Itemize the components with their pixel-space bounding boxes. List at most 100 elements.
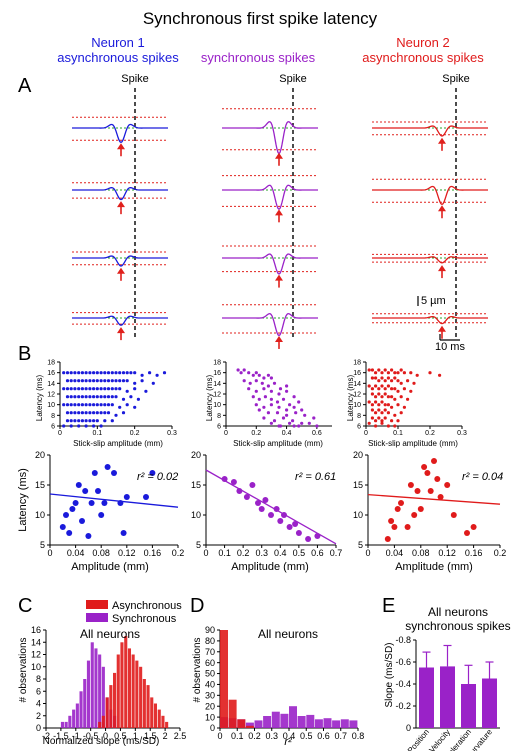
raster-point <box>380 421 384 425</box>
raster-point <box>315 424 319 428</box>
raster-point <box>377 392 381 396</box>
raster-neuron2-xlabel: Stick-slip amplitude (mm) <box>368 439 458 448</box>
raster-point <box>285 413 289 417</box>
y-tick-label: 18 <box>47 359 55 366</box>
raster-point <box>110 371 114 375</box>
scatter-point <box>424 470 431 476</box>
scatter-point <box>230 479 237 485</box>
scatter-point <box>91 470 98 476</box>
raster-point <box>438 373 442 377</box>
raster-point <box>383 379 387 383</box>
histogram-bar <box>60 721 64 728</box>
raster-point <box>370 416 374 420</box>
scatter-point <box>464 530 470 536</box>
y-tick-label: 6 <box>357 423 361 430</box>
y-tick-label: 8 <box>51 413 55 420</box>
x-tick-label: 0.6 <box>311 548 324 558</box>
spike-trace <box>72 315 168 326</box>
raster-point <box>272 419 277 423</box>
raster-point <box>80 419 84 423</box>
raster-point <box>99 411 103 415</box>
y-tick-label: 15 <box>353 480 363 490</box>
x-tick-label: 0 <box>224 430 228 437</box>
raster-point <box>377 368 381 372</box>
histogram-bar <box>131 654 135 728</box>
raster-point <box>266 373 270 377</box>
raster-point <box>390 368 394 372</box>
raster-point <box>269 421 273 425</box>
scatter-point <box>388 518 395 524</box>
raster-point <box>121 371 126 375</box>
histogram-bar <box>75 703 79 728</box>
raster-point <box>242 368 246 372</box>
raster-point <box>254 403 258 407</box>
raster-point <box>374 384 378 388</box>
raster-point <box>393 371 397 375</box>
raster-point <box>106 371 111 375</box>
raster-point <box>399 395 403 399</box>
raster-point <box>88 395 92 399</box>
scatter-point <box>434 476 441 482</box>
raster-point <box>374 400 378 404</box>
y-tick-label: 10 <box>191 510 201 520</box>
scatter-point <box>281 512 287 518</box>
raster-point <box>374 411 378 415</box>
x-tick-label: 0 <box>47 548 52 558</box>
raster-point <box>92 419 96 423</box>
raster-point <box>125 403 129 407</box>
histogram-bar <box>94 648 98 728</box>
scatter-point <box>104 464 111 470</box>
y-tick-label: -0.2 <box>395 701 411 711</box>
raster-point <box>272 381 277 385</box>
x-tick-label: 0.2 <box>494 548 507 558</box>
raster-point <box>292 395 296 399</box>
spike-trace <box>372 185 488 206</box>
y-tick-label: 16 <box>213 370 221 377</box>
raster-point <box>114 379 118 383</box>
x-tick-label: 0.5 <box>293 548 306 558</box>
x-tick-label: 0.16 <box>144 548 162 558</box>
y-tick-label: 16 <box>31 625 41 635</box>
raster-point <box>386 395 390 399</box>
raster-point <box>406 379 410 383</box>
raster-point <box>374 371 378 375</box>
raster-point <box>386 411 390 415</box>
raster-point <box>277 405 281 409</box>
y-tick-label: 5 <box>40 540 45 550</box>
raster-point <box>281 416 286 420</box>
raster-point <box>257 397 261 401</box>
raster-point <box>62 387 66 391</box>
raster-point <box>390 419 394 423</box>
legend-swatch-synchronous <box>86 613 108 622</box>
scatter-point <box>414 488 421 494</box>
y-tick-label: 6 <box>51 423 55 430</box>
raster-point <box>118 371 122 375</box>
regression-line <box>49 493 179 508</box>
histogram-bar <box>340 719 349 728</box>
x-tick-label: -1 <box>72 731 80 741</box>
latency-arrowhead-icon <box>117 143 125 150</box>
raster-point <box>236 368 240 372</box>
raster-point <box>125 371 129 375</box>
figure-title: Synchronous first spike latency <box>143 9 378 28</box>
latency-arrowhead-icon <box>438 325 446 332</box>
raster-point <box>262 387 266 391</box>
raster-point <box>84 424 88 428</box>
raster-point <box>65 403 70 407</box>
scatter-point <box>149 470 156 476</box>
raster-point <box>88 403 92 407</box>
hist-slope-title: All neurons <box>80 627 140 641</box>
scatter-point <box>221 476 228 482</box>
hist-slope-ylabel: # observations <box>18 637 29 702</box>
spike-trace <box>72 123 168 144</box>
y-tick-label: 12 <box>213 391 221 398</box>
legend-swatch-asynchronous <box>86 600 108 609</box>
raster-point <box>144 389 148 393</box>
scale-bar-amplitude-label: 5 µm <box>421 295 446 307</box>
raster-point <box>251 395 255 399</box>
histogram-bar <box>113 672 117 728</box>
y-tick-label: 4 <box>36 699 41 709</box>
raster-point <box>110 403 114 407</box>
scatter-point <box>295 530 302 536</box>
